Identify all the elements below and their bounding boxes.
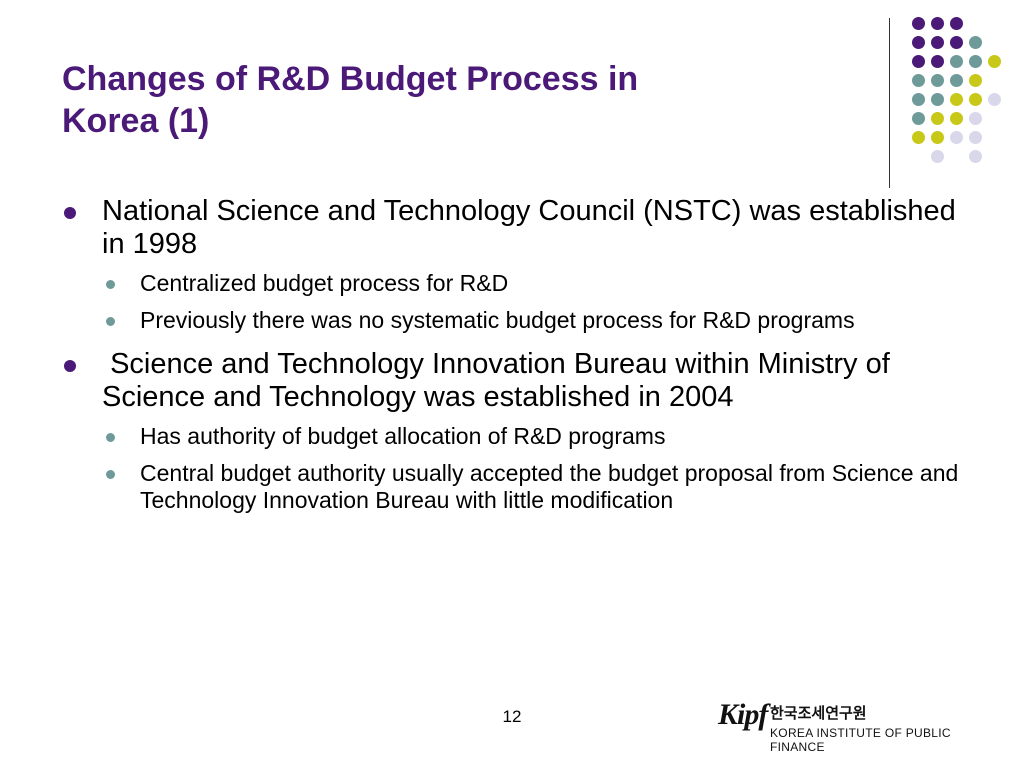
decorative-dot bbox=[950, 17, 963, 30]
sub-bullet-dot-icon bbox=[106, 470, 115, 479]
decorative-dot bbox=[969, 74, 982, 87]
decorative-dot bbox=[931, 55, 944, 68]
sub-bullet-text: Has authority of budget allocation of R&… bbox=[140, 423, 666, 449]
sub-bullet-item: Centralized budget process for R&D bbox=[62, 270, 982, 297]
decorative-dot bbox=[988, 93, 1001, 106]
sub-bullet-dot-icon bbox=[106, 433, 115, 442]
decorative-dot bbox=[931, 17, 944, 30]
decorative-dot bbox=[969, 55, 982, 68]
slide-title: Changes of R&D Budget Process in Korea (… bbox=[62, 58, 842, 142]
sub-bullet-dot-icon bbox=[106, 280, 115, 289]
sub-bullet-text: Centralized budget process for R&D bbox=[140, 270, 509, 296]
decorative-dot bbox=[950, 93, 963, 106]
sub-bullet-item: Central budget authority usually accepte… bbox=[62, 460, 982, 514]
decorative-dot bbox=[969, 150, 982, 163]
slide-title-line2: Korea (1) bbox=[62, 102, 210, 140]
bullet-text: National Science and Technology Council … bbox=[102, 195, 956, 260]
decorative-dot bbox=[950, 131, 963, 144]
decorative-dot bbox=[912, 17, 925, 30]
kipf-logo: Kipf 한국조세연구원 KOREA INSTITUTE OF PUBLIC F… bbox=[718, 698, 978, 754]
decorative-dot bbox=[912, 55, 925, 68]
decorative-dot bbox=[912, 112, 925, 125]
slide-title-line1: Changes of R&D Budget Process in bbox=[62, 60, 639, 98]
bullet-item: National Science and Technology Council … bbox=[62, 195, 982, 261]
logo-korean-name: 한국조세연구원 bbox=[770, 704, 867, 722]
sub-bullet-item: Previously there was no systematic budge… bbox=[62, 307, 982, 334]
decorative-dot bbox=[931, 131, 944, 144]
decorative-dot bbox=[950, 112, 963, 125]
page-number: 12 bbox=[502, 707, 522, 726]
decorative-dot bbox=[969, 131, 982, 144]
decorative-dot bbox=[912, 74, 925, 87]
sub-bullet-dot-icon bbox=[106, 317, 115, 326]
logo-mark: Kipf bbox=[718, 698, 768, 731]
decorative-dot bbox=[950, 36, 963, 49]
bullet-dot-icon bbox=[64, 360, 76, 372]
decorative-dot bbox=[931, 36, 944, 49]
decorative-dot bbox=[988, 55, 1001, 68]
decorative-dot bbox=[912, 93, 925, 106]
decorative-dot bbox=[931, 150, 944, 163]
decorative-dot bbox=[969, 93, 982, 106]
sub-bullet-text: Central budget authority usually accepte… bbox=[140, 460, 959, 513]
decorative-dot bbox=[912, 131, 925, 144]
decorative-dot bbox=[931, 93, 944, 106]
decorative-dot bbox=[969, 36, 982, 49]
decorative-dot bbox=[950, 74, 963, 87]
sub-bullet-item: Has authority of budget allocation of R&… bbox=[62, 423, 982, 450]
bullet-dot-icon bbox=[64, 207, 76, 219]
bullet-list: National Science and Technology Council … bbox=[62, 195, 982, 514]
bullet-item: Science and Technology Innovation Bureau… bbox=[62, 348, 982, 414]
decorative-dot bbox=[931, 112, 944, 125]
decorative-dot bbox=[931, 74, 944, 87]
decorative-dot bbox=[912, 36, 925, 49]
bullet-text: Science and Technology Innovation Bureau… bbox=[102, 348, 898, 413]
decorative-dot bbox=[950, 55, 963, 68]
decorative-dot bbox=[969, 112, 982, 125]
logo-english-name: KOREA INSTITUTE OF PUBLIC FINANCE bbox=[770, 726, 951, 754]
decorative-divider bbox=[889, 18, 890, 188]
sub-bullet-text: Previously there was no systematic budge… bbox=[140, 307, 855, 333]
